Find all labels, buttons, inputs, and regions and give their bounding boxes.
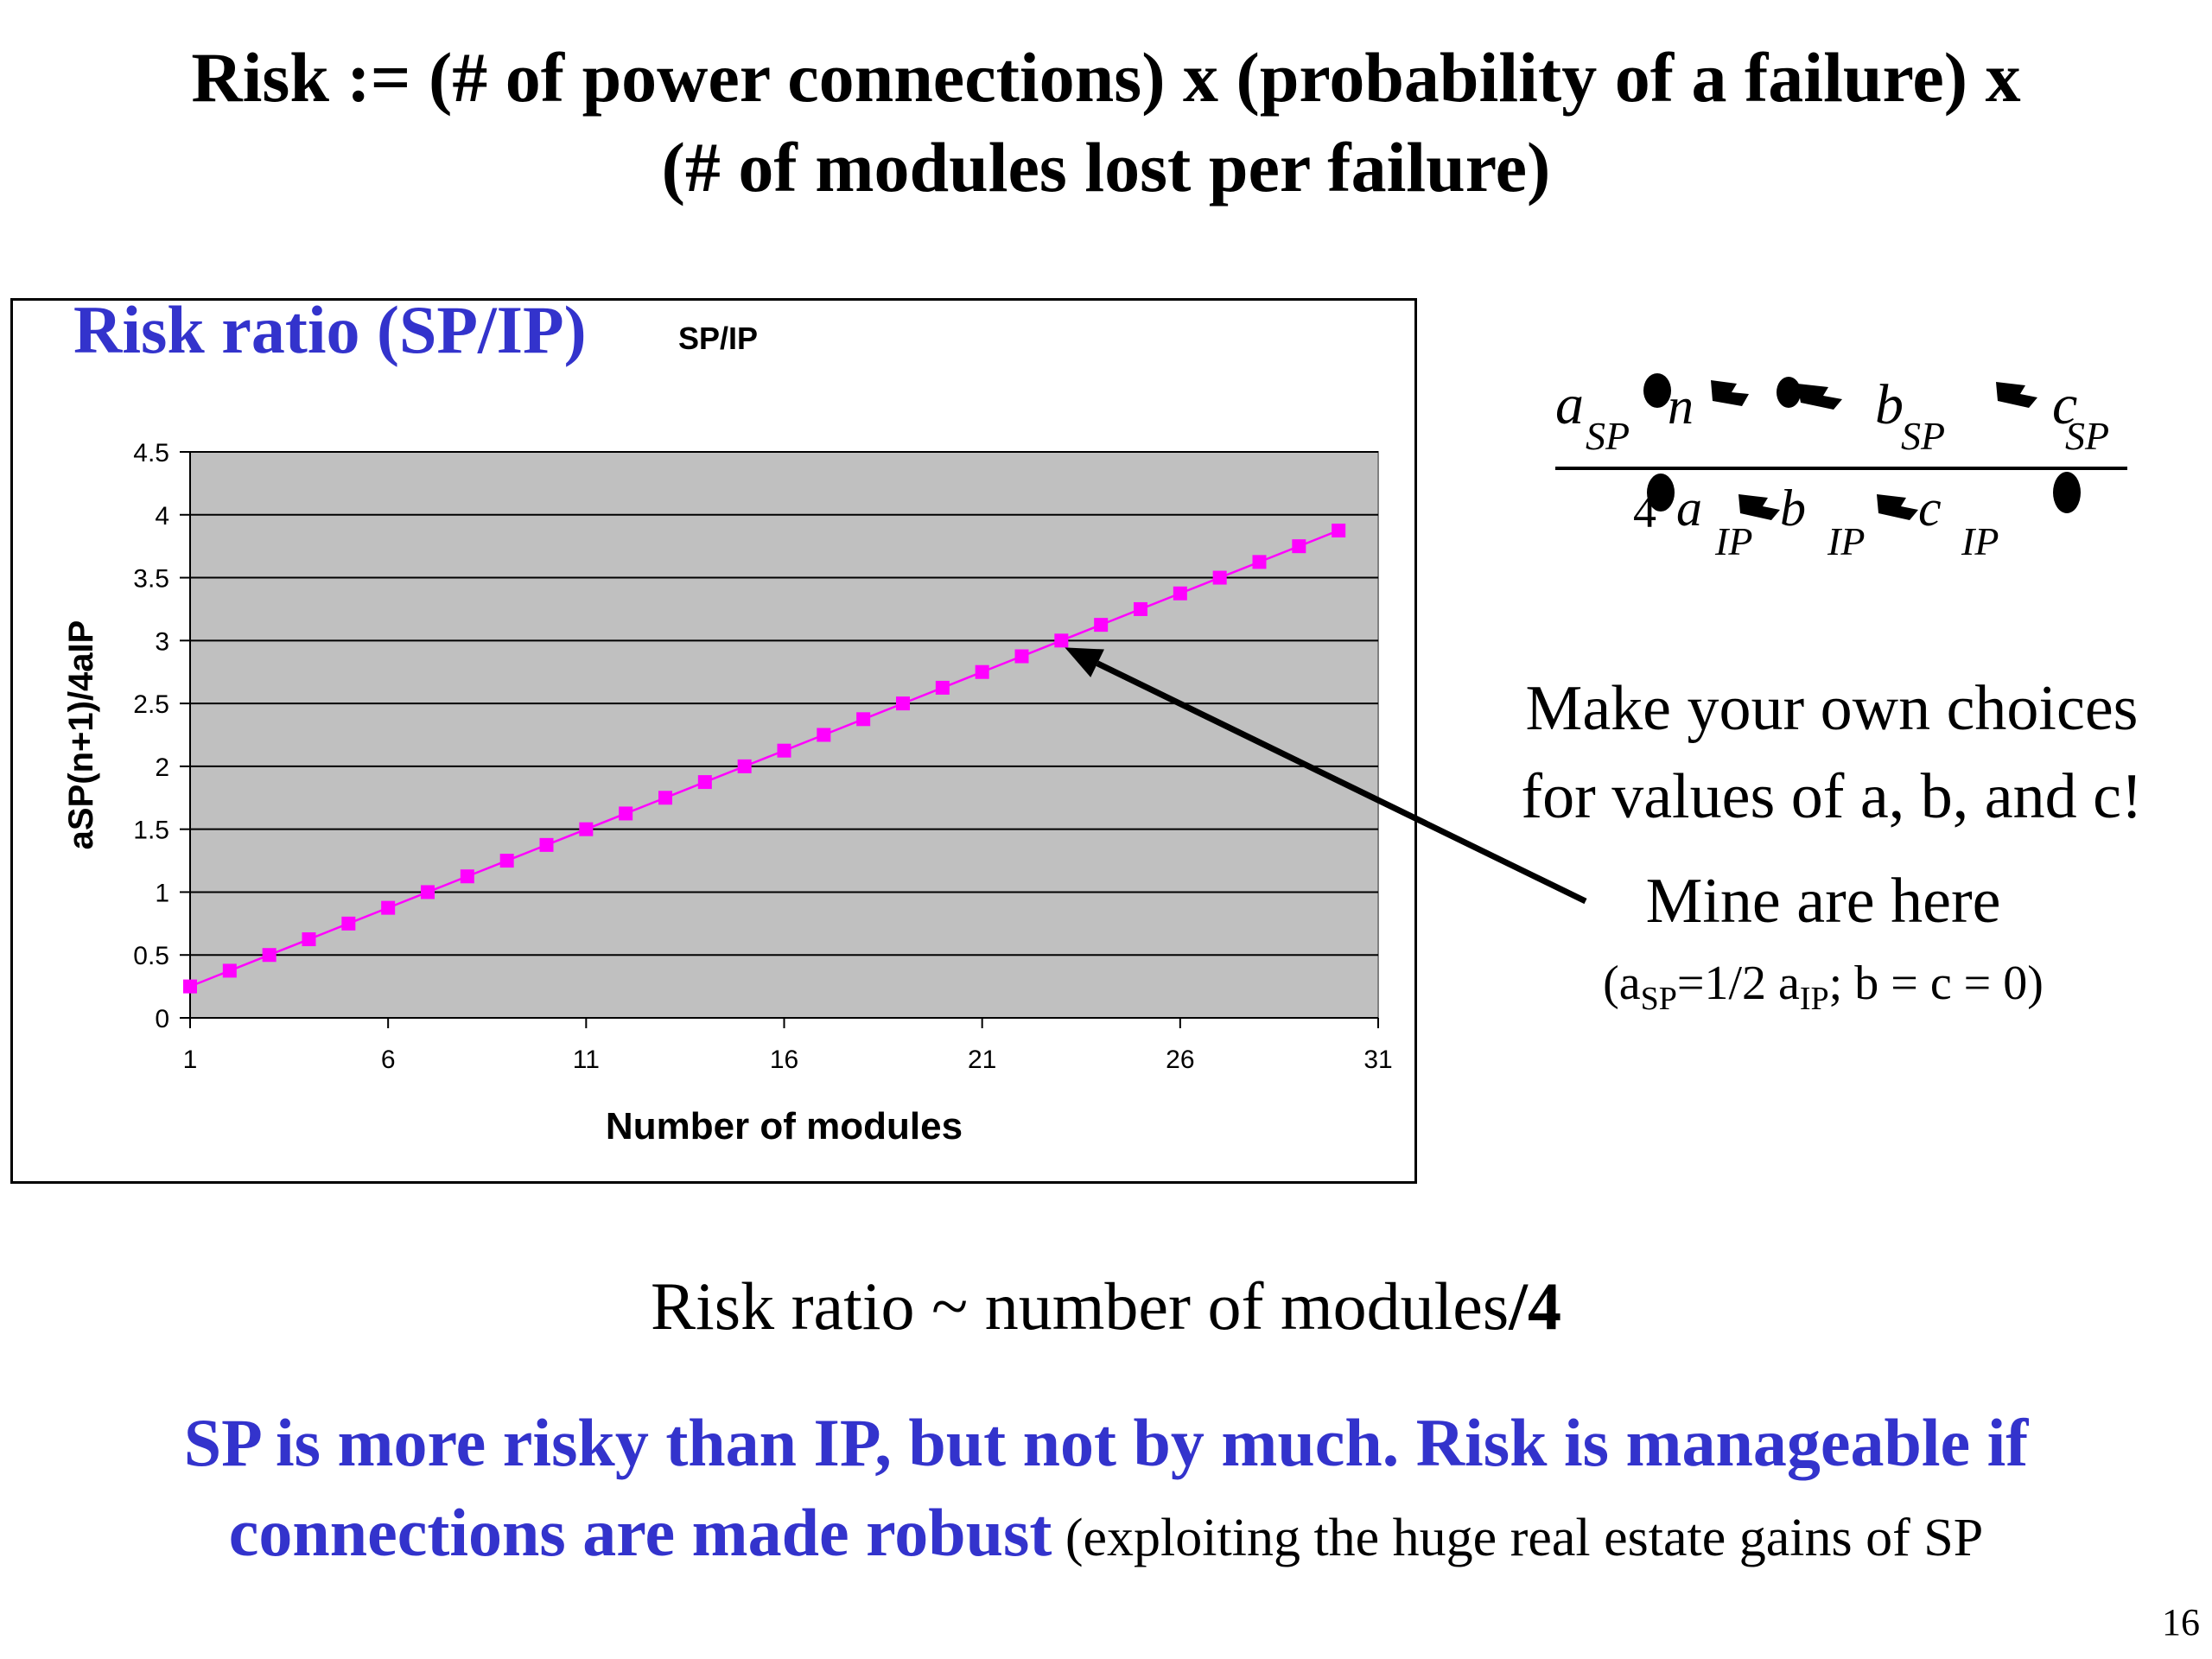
chart-title: Risk ratio (SP/IP) <box>73 301 587 367</box>
formula-ip-sub-3: IP <box>1961 519 1999 563</box>
data-point <box>1054 633 1069 648</box>
x-tick-label: 16 <box>770 1046 798 1074</box>
risk-ratio-formula: a SP n b SP c SP 4 a IP b IP c IP <box>1555 373 2127 563</box>
data-point <box>341 916 356 931</box>
data-point <box>421 885 435 899</box>
data-point <box>1134 601 1147 616</box>
x-tick-label: 31 <box>1363 1046 1392 1074</box>
formula-c-sp: c <box>2052 373 2077 436</box>
slide-heading-line1: Risk := (# of power connections) x (prob… <box>191 38 2021 117</box>
gridlines <box>190 451 1378 957</box>
x-tick-label: 21 <box>968 1046 996 1074</box>
series-sp-ip <box>183 523 1346 994</box>
page-number: 16 <box>2162 1601 2200 1643</box>
y-tick-label: 1.5 <box>133 817 169 845</box>
y-tick-label: 1 <box>155 879 169 907</box>
y-tick-label: 3 <box>155 627 169 656</box>
params-mid: =1/2 a <box>1676 957 1800 1010</box>
formula-ip-sub-2: IP <box>1827 519 1865 563</box>
data-point <box>935 680 950 695</box>
y-tick-label: 3.5 <box>133 565 169 594</box>
data-point <box>737 759 752 773</box>
conclusion-line2-plain: (exploiting the huge real estate gains o… <box>1052 1509 1984 1567</box>
formula-sp-sub-3: SP <box>2065 414 2109 458</box>
tick-labels: 00.511.522.533.544.51 6 11 16 21 26 31 <box>133 439 1392 1074</box>
x-tick-label: 1 <box>183 1046 198 1074</box>
data-point <box>777 743 791 758</box>
conclusion-line2: connections are made robust (exploiting … <box>0 1490 2212 1581</box>
chart-frame: Risk ratio (SP/IP) SP/IP 0 0.5 1 1.5 2 2.5 3 3.… <box>10 298 1417 1184</box>
y-tick-label: 2 <box>155 753 169 782</box>
risk-ratio-statement: Risk ratio ~ number of modules/4 <box>0 1263 2212 1350</box>
y-tick-label: 0.5 <box>133 942 169 970</box>
data-point <box>460 869 474 884</box>
formula-sp-sub-2: SP <box>1901 414 1945 458</box>
formula-sp-sub-1: SP <box>1586 414 1630 458</box>
data-point <box>658 791 672 805</box>
params-sp-sub: SP <box>1640 981 1677 1018</box>
params-ip-sub: IP <box>1799 981 1829 1018</box>
formula-b-ip: b <box>1780 480 1806 537</box>
mine-are-here-label: Mine are here <box>1645 866 2001 937</box>
data-point <box>697 775 712 790</box>
formula-b-sp: b <box>1875 373 1904 436</box>
params-open: (a <box>1603 957 1641 1010</box>
data-point <box>1332 523 1346 537</box>
y-axis-label: aSP(n+1)/4aIP <box>62 620 100 850</box>
slide-heading-line2: (# of modules lost per failure) <box>661 128 1551 207</box>
data-point <box>1292 539 1306 554</box>
chosen-parameters: (aSP=1/2 aIP; b = c = 0) <box>1469 949 2177 1033</box>
data-point <box>222 963 237 978</box>
x-axis-label: Number of modules <box>606 1105 963 1147</box>
chart-svg: Risk ratio (SP/IP) SP/IP 0 0.5 1 1.5 2 2.5 3 3.… <box>62 301 1393 1147</box>
data-point <box>381 900 396 915</box>
plot-area <box>189 451 1379 1019</box>
x-tick-label: 26 <box>1166 1046 1194 1074</box>
y-tick-label: 4.5 <box>133 439 169 467</box>
choices-text-line2: for values of a, b, and c! <box>1521 761 2143 832</box>
params-close: ; b = c = 0) <box>1828 957 2044 1010</box>
formula-n-term: n <box>1668 378 1694 435</box>
data-point <box>579 822 594 836</box>
data-point <box>499 854 514 868</box>
data-point <box>183 979 197 994</box>
conclusion-line2-bold: connections are made robust <box>228 1495 1052 1570</box>
data-point <box>856 712 871 727</box>
x-tick-label: 11 <box>573 1046 600 1074</box>
data-point <box>302 932 316 947</box>
formula-a-sp: a <box>1555 373 1584 436</box>
data-point <box>1173 586 1187 601</box>
data-point <box>817 728 831 742</box>
ratio-bold: /4 <box>1509 1268 1561 1344</box>
ratio-text: Risk ratio ~ number of modules <box>651 1268 1510 1344</box>
data-point <box>262 948 276 963</box>
formula-a-ip: a <box>1676 480 1702 537</box>
data-point <box>1094 618 1109 632</box>
x-tick-label: 6 <box>381 1046 396 1074</box>
conclusion-line1: SP is more risky than IP, but not by muc… <box>183 1405 2029 1480</box>
y-tick-label: 0 <box>155 1005 169 1033</box>
formula-c-ip: c <box>1918 480 1942 537</box>
choices-text-line1: Make your own choices <box>1525 673 2139 744</box>
data-point <box>1212 570 1227 585</box>
y-tick-label: 4 <box>155 502 169 531</box>
y-tick-label: 2.5 <box>133 690 169 719</box>
axes <box>180 451 1379 1028</box>
formula-ip-sub-1: IP <box>1714 519 1752 563</box>
data-point <box>619 806 633 821</box>
data-point <box>896 696 910 711</box>
data-point <box>1014 649 1029 664</box>
data-point <box>975 664 989 679</box>
formula-glyph-artifacts <box>1643 373 2081 520</box>
data-point <box>1252 555 1267 569</box>
data-point <box>539 837 554 852</box>
chart-legend-label: SP/IP <box>678 321 758 356</box>
